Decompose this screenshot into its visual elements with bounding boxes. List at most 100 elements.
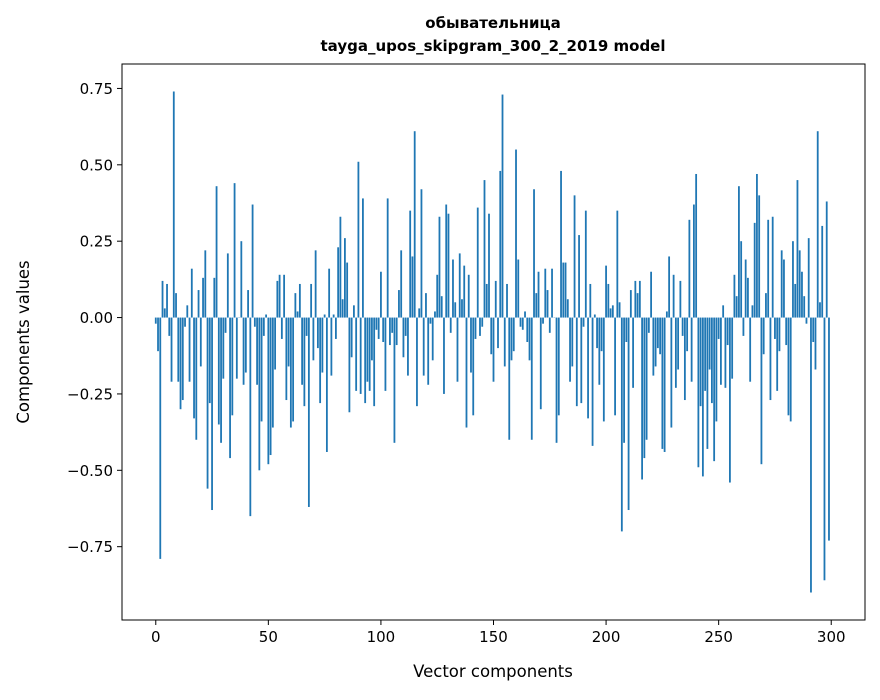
- bar-component-191: [585, 211, 587, 318]
- bar-component-107: [396, 318, 398, 345]
- bar-component-100: [380, 272, 382, 318]
- bar-component-181: [562, 263, 564, 318]
- bar-component-157: [508, 318, 510, 440]
- bar-component-60: [290, 318, 292, 428]
- bar-component-129: [445, 205, 447, 318]
- bar-component-73: [319, 318, 321, 404]
- bar-component-36: [236, 318, 238, 379]
- bar-component-114: [412, 256, 414, 317]
- bar-component-71: [315, 250, 317, 317]
- bar-component-170: [538, 272, 540, 318]
- bar-component-61: [292, 318, 294, 422]
- bar-component-229: [670, 318, 672, 428]
- bar-component-6: [168, 318, 170, 336]
- bar-component-132: [452, 260, 454, 318]
- bar-component-259: [738, 186, 740, 317]
- bar-component-106: [394, 318, 396, 443]
- bar-component-218: [646, 318, 648, 440]
- bar-component-189: [580, 318, 582, 404]
- bar-component-227: [666, 311, 668, 317]
- bar-component-180: [560, 171, 562, 318]
- bar-component-269: [761, 318, 763, 465]
- bar-component-161: [517, 260, 519, 318]
- bar-component-124: [434, 311, 436, 317]
- bar-component-232: [677, 318, 679, 370]
- bar-component-23: [207, 318, 209, 489]
- bar-component-241: [697, 318, 699, 468]
- bar-component-150: [493, 318, 495, 382]
- bar-component-49: [265, 315, 267, 318]
- bar-component-256: [731, 318, 733, 379]
- bar-component-237: [688, 220, 690, 318]
- bar-component-59: [288, 318, 290, 367]
- bar-component-122: [430, 318, 432, 324]
- bar-component-34: [231, 318, 233, 416]
- y-tick-label: −0.25: [67, 385, 113, 403]
- bar-component-179: [558, 318, 560, 416]
- bar-component-3: [162, 281, 164, 318]
- bar-component-67: [306, 318, 308, 336]
- bar-component-163: [522, 318, 524, 330]
- bar-component-289: [806, 318, 808, 324]
- bar-component-188: [578, 235, 580, 317]
- bar-component-63: [297, 311, 299, 317]
- y-axis: −0.75−0.50−0.250.000.250.500.75: [67, 80, 122, 556]
- bar-component-45: [256, 318, 258, 385]
- bar-component-200: [605, 266, 607, 318]
- y-tick-label: 0.00: [80, 309, 113, 327]
- bar-component-287: [801, 272, 803, 318]
- bar-component-141: [472, 318, 474, 416]
- bar-component-91: [360, 318, 362, 394]
- bar-component-77: [328, 269, 330, 318]
- bar-component-257: [734, 275, 736, 318]
- bar-component-14: [186, 305, 188, 317]
- bar-component-120: [425, 293, 427, 317]
- bar-component-38: [240, 241, 242, 317]
- bar-component-89: [355, 318, 357, 391]
- x-tick-label: 0: [151, 628, 161, 646]
- bar-component-105: [391, 318, 393, 333]
- bar-component-297: [824, 318, 826, 581]
- bar-component-167: [531, 318, 533, 440]
- bar-component-104: [389, 318, 391, 345]
- bar-component-185: [571, 318, 573, 367]
- bar-component-248: [713, 318, 715, 462]
- bar-component-4: [164, 308, 166, 317]
- bar-component-272: [767, 220, 769, 318]
- bar-component-92: [362, 198, 364, 317]
- bar-component-51: [270, 318, 272, 455]
- bar-component-255: [729, 318, 731, 483]
- bar-component-110: [403, 318, 405, 358]
- bar-component-283: [792, 241, 794, 317]
- bar-component-40: [245, 318, 247, 373]
- bar-component-298: [826, 201, 828, 317]
- bar-component-271: [765, 293, 767, 317]
- bar-component-48: [263, 318, 265, 336]
- bar-component-251: [720, 318, 722, 385]
- bar-component-21: [202, 278, 204, 318]
- bar-component-220: [650, 272, 652, 318]
- bar-component-121: [427, 318, 429, 385]
- bar-component-156: [506, 284, 508, 318]
- bar-component-213: [634, 281, 636, 318]
- bar-component-221: [652, 318, 654, 376]
- bar-component-149: [490, 318, 492, 355]
- bar-component-133: [454, 302, 456, 317]
- bar-component-46: [258, 318, 260, 471]
- bar-component-168: [533, 189, 535, 317]
- bar-component-286: [799, 250, 801, 317]
- bar-component-109: [400, 250, 402, 317]
- bar-component-224: [659, 318, 661, 355]
- bar-component-146: [484, 180, 486, 317]
- bar-component-5: [166, 284, 168, 318]
- bar-component-85: [346, 263, 348, 318]
- chart-title: обывательница: [425, 14, 560, 32]
- bar-component-249: [715, 318, 717, 422]
- bar-component-151: [495, 281, 497, 318]
- bar-component-8: [173, 91, 175, 317]
- bar-component-261: [743, 318, 745, 336]
- bar-component-66: [303, 318, 305, 407]
- bar-component-112: [407, 318, 409, 376]
- bar-component-82: [339, 217, 341, 318]
